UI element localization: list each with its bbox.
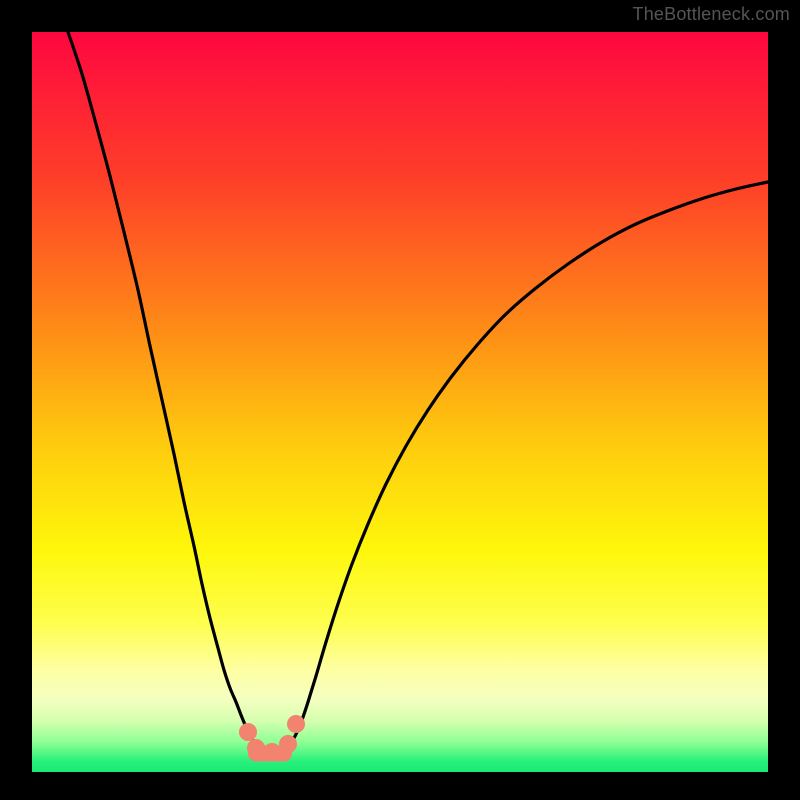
valley-marker [287,715,305,733]
valley-marker [263,743,281,761]
valley-marker [239,723,257,741]
chart-canvas: TheBottleneck.com [0,0,800,800]
watermark-text: TheBottleneck.com [633,4,790,25]
valley-marker [279,735,297,753]
valley-marker [247,739,265,757]
plot-background-gradient [32,32,768,772]
chart-svg [0,0,800,800]
